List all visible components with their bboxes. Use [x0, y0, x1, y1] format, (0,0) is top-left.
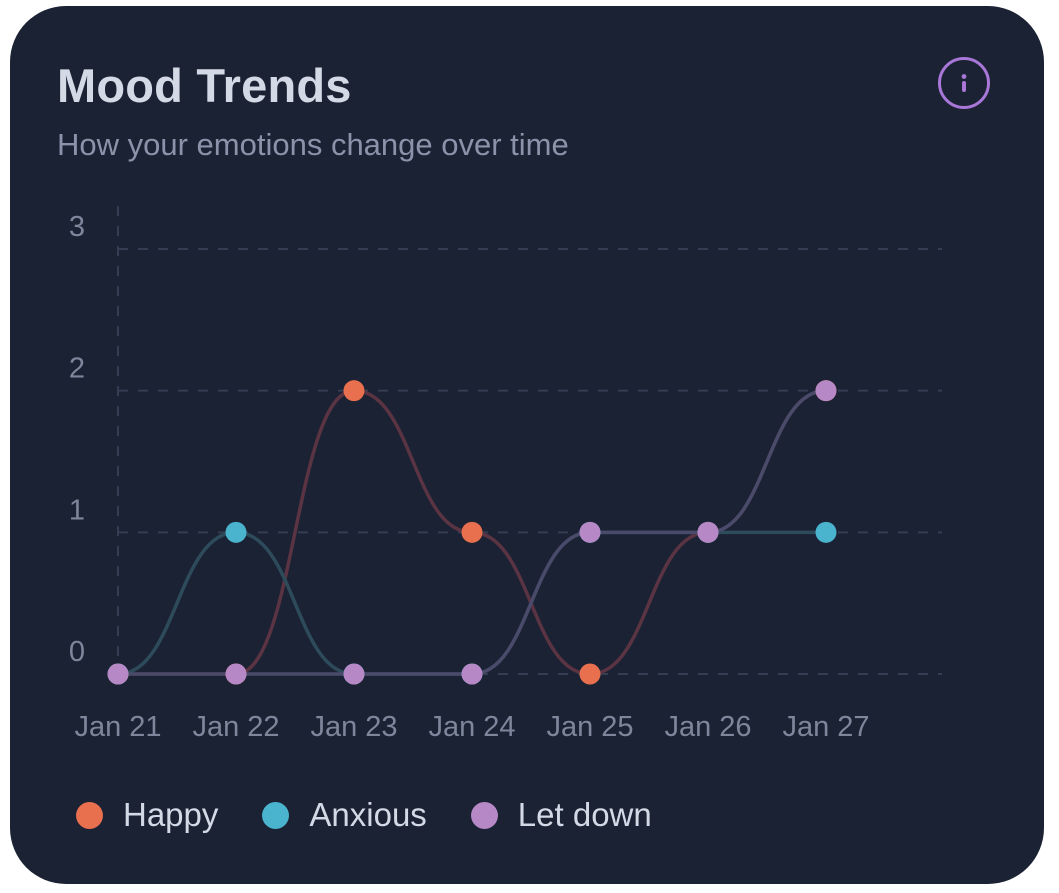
- x-tick-label: Jan 27: [782, 711, 869, 743]
- legend-item-anxious[interactable]: Anxious: [262, 796, 427, 834]
- data-point-happy: [461, 521, 483, 543]
- x-tick-label: Jan 22: [192, 711, 279, 743]
- legend-item-let-down[interactable]: Let down: [470, 796, 652, 834]
- x-tick-label: Jan 25: [546, 711, 633, 743]
- chart-legend: Happy Anxious Let down: [76, 796, 696, 834]
- info-icon: [961, 74, 967, 92]
- x-tick-label: Jan 24: [428, 711, 515, 743]
- data-point-let-down: [107, 663, 129, 685]
- y-tick-label: 3: [69, 211, 85, 243]
- legend-label-anxious: Anxious: [309, 796, 427, 833]
- data-point-let-down: [343, 663, 365, 685]
- data-point-let-down: [225, 663, 247, 685]
- legend-dot-let-down: [470, 801, 498, 829]
- data-point-let-down: [461, 663, 483, 685]
- data-point-let-down: [579, 521, 601, 543]
- x-tick-label: Jan 21: [74, 711, 161, 743]
- x-tick-label: Jan 23: [310, 711, 397, 743]
- data-point-anxious: [815, 521, 837, 543]
- info-button[interactable]: [938, 57, 990, 109]
- mood-trends-card: Mood Trends How your emotions change ove…: [10, 6, 1044, 884]
- y-tick-label: 2: [69, 353, 85, 385]
- data-point-anxious: [225, 521, 247, 543]
- legend-dot-anxious: [262, 801, 290, 829]
- data-point-let-down: [815, 380, 837, 402]
- data-point-let-down: [697, 521, 719, 543]
- chart-title: Mood Trends: [57, 59, 352, 112]
- y-tick-label: 1: [69, 494, 85, 526]
- legend-label-happy: Happy: [123, 796, 219, 833]
- legend-item-happy[interactable]: Happy: [76, 796, 218, 834]
- legend-dot-happy: [76, 801, 103, 829]
- chart-subtitle: How your emotions change over time: [57, 127, 569, 162]
- legend-label-let-down: Let down: [517, 796, 652, 833]
- y-tick-label: 0: [69, 636, 85, 668]
- data-point-happy: [343, 380, 365, 402]
- series-line-anxious: [116, 530, 828, 676]
- x-tick-label: Jan 26: [664, 711, 751, 743]
- mood-line-chart: 0 1 2 3 Jan 21 Jan 22 Jan 23 Jan 24 Jan 25 Jan 26…: [69, 206, 942, 743]
- data-point-happy: [579, 663, 601, 685]
- series-line-let-down: [116, 388, 828, 676]
